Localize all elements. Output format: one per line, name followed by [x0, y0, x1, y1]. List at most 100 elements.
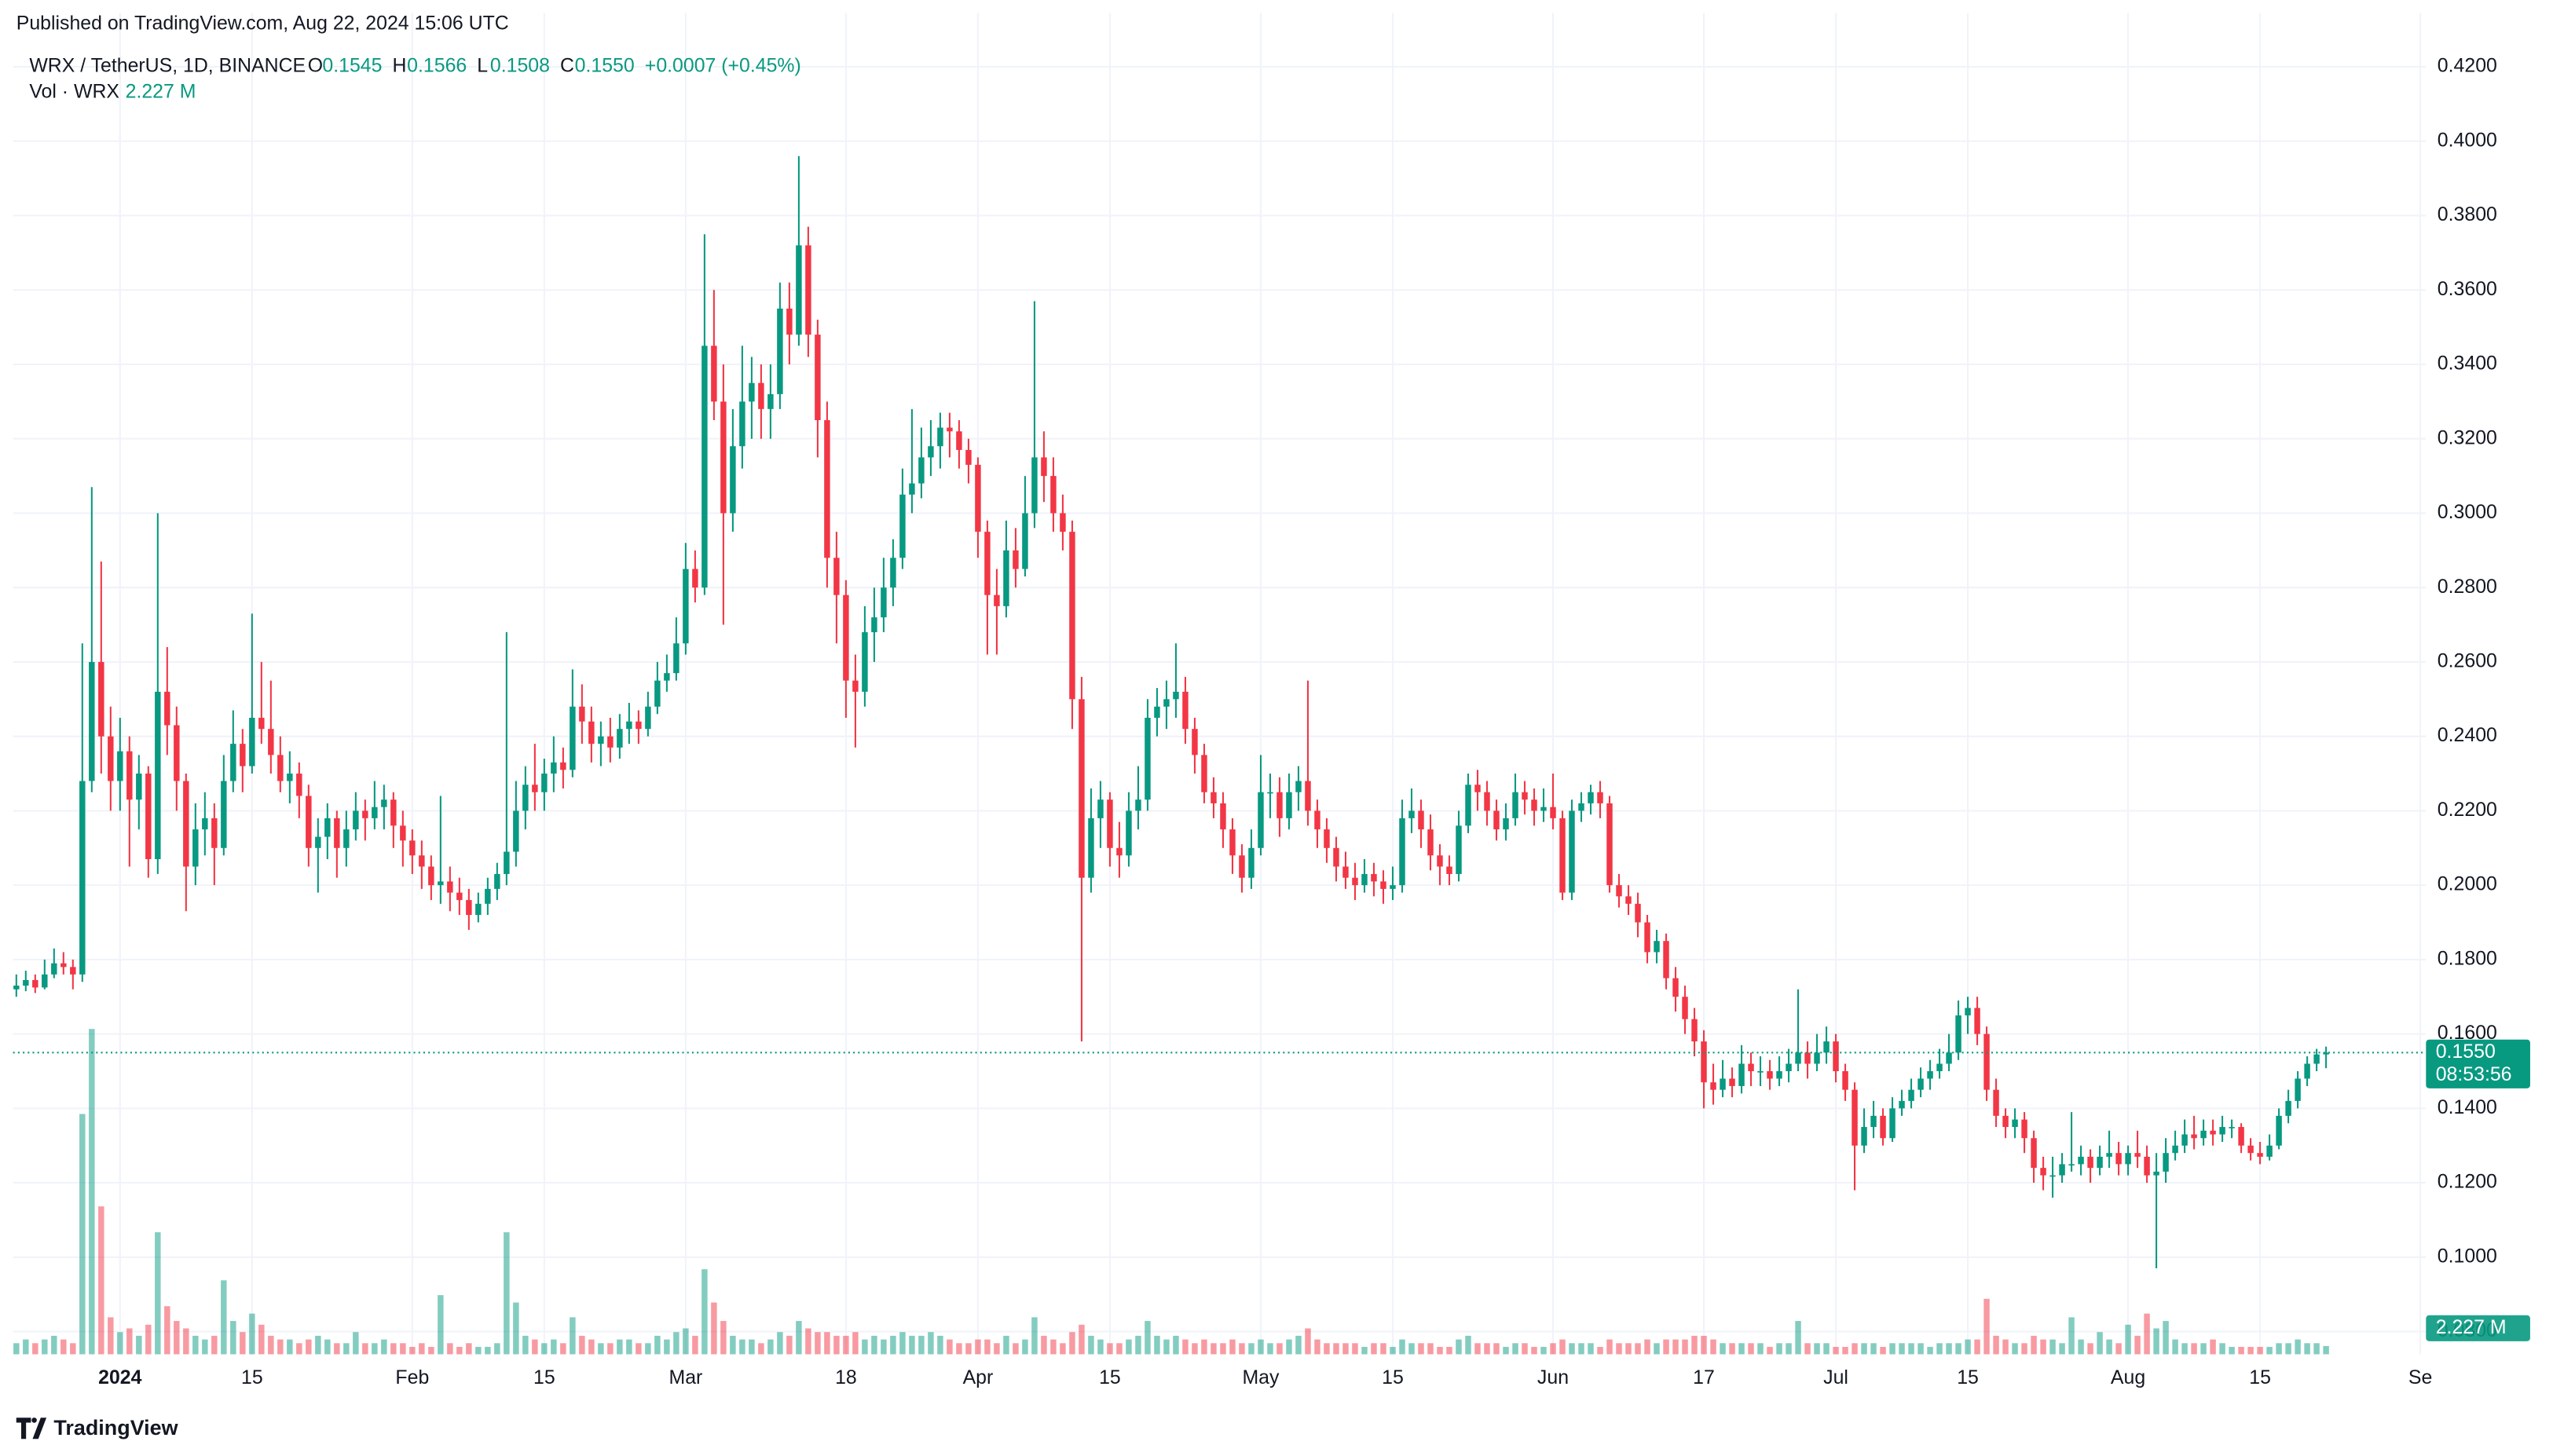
x-tick-label: 15 [1382, 1366, 1404, 1388]
volume-bar [1371, 1343, 1377, 1355]
candle-body [1286, 792, 1292, 818]
candle-body [1522, 792, 1528, 800]
brand-logo [16, 1418, 47, 1440]
candle-body [466, 900, 472, 916]
candle-body [51, 963, 57, 975]
candle-body [324, 818, 331, 837]
candle-body [1079, 699, 1085, 878]
candle-body [1767, 1070, 1773, 1079]
volume-bar [372, 1343, 378, 1355]
candle-body [155, 691, 161, 859]
volume-bar [51, 1335, 57, 1355]
candle-body [2002, 1115, 2009, 1128]
volume-bar [1324, 1343, 1330, 1355]
candle-body [1635, 903, 1641, 923]
x-tick-label: Feb [395, 1366, 429, 1388]
candle-body [1672, 978, 1679, 997]
candle-body [2247, 1145, 2254, 1154]
candle-body [739, 401, 745, 447]
volume-bar [1625, 1343, 1632, 1355]
volume-bar [1342, 1343, 1349, 1355]
volume-bar [1380, 1343, 1386, 1355]
volume-bar [881, 1339, 887, 1355]
candle-body [890, 558, 896, 588]
volume-bar [2049, 1339, 2056, 1355]
volume-bar [588, 1339, 595, 1355]
candle-body [956, 431, 962, 450]
volume-bar [296, 1343, 302, 1355]
volume-bar [1352, 1343, 1358, 1355]
candle-body [1682, 997, 1688, 1019]
volume-bar [1974, 1339, 1980, 1355]
candle-body [2144, 1156, 2150, 1176]
candle-body [1955, 1015, 1961, 1053]
volume-bar [1522, 1343, 1528, 1355]
candle-body [136, 774, 142, 800]
volume-bar [202, 1339, 208, 1355]
legend-value: 0.1566 [407, 55, 467, 77]
candle-body [353, 810, 359, 830]
volume-bar [1333, 1343, 1339, 1355]
candle-body [1861, 1127, 1867, 1146]
candle-body [1654, 941, 1660, 953]
candle-body [852, 680, 859, 692]
volume-bar [1983, 1298, 1990, 1355]
logo-dot [31, 1418, 37, 1423]
candle-body [1578, 803, 1584, 811]
volume-bar [1767, 1347, 1773, 1355]
volume-bar [1474, 1343, 1481, 1355]
candle-body [1917, 1078, 1924, 1090]
volume-bar [2323, 1345, 2329, 1355]
volume-bar [1173, 1335, 1179, 1355]
candle-layer [13, 155, 2329, 1269]
volume-bar [324, 1339, 331, 1355]
volume-bar [334, 1343, 340, 1355]
volume-bar [2200, 1343, 2207, 1355]
volume-bar [1927, 1347, 1933, 1355]
volume-bar [1635, 1343, 1641, 1355]
candle-body [70, 967, 76, 975]
candle-body [485, 888, 491, 904]
volume-bar [1512, 1343, 1518, 1355]
volume-bar [1408, 1343, 1415, 1355]
volume-bar [852, 1332, 859, 1355]
volume-bar [2002, 1339, 2009, 1355]
candle-body [1295, 781, 1302, 792]
volume-bar [1446, 1347, 1452, 1355]
volume-bar [683, 1328, 689, 1355]
candle-body [692, 569, 698, 588]
candle-body [1691, 1019, 1698, 1042]
volume-bar [485, 1347, 491, 1355]
volume-bar [1644, 1339, 1650, 1355]
candle-body [456, 892, 463, 901]
candle-body [1786, 1063, 1792, 1071]
candle-body [221, 781, 227, 848]
candle-body [23, 979, 29, 986]
x-tick-label: 15 [241, 1366, 263, 1388]
y-tick-label: 0.1400 [2438, 1096, 2497, 1118]
candle-body [1352, 877, 1358, 886]
brand-name: TradingView [53, 1416, 178, 1440]
volume-bar [13, 1343, 20, 1355]
candle-body [1305, 781, 1311, 811]
volume-bar [692, 1335, 698, 1355]
candle-body [419, 855, 425, 867]
candle-body [1795, 1052, 1801, 1064]
volume-bar [767, 1339, 774, 1355]
volume-bar [419, 1343, 425, 1355]
candle-body [1597, 792, 1603, 803]
candle-body [1097, 799, 1104, 818]
candle-body [2266, 1145, 2273, 1157]
candle-body [645, 706, 651, 730]
candle-body [1399, 818, 1405, 886]
volume-bar [1720, 1343, 1726, 1355]
candle-body [1456, 825, 1462, 874]
candle-body [2276, 1115, 2282, 1146]
volume-bar [428, 1347, 434, 1355]
candle-body [1116, 847, 1123, 856]
candle-body [1550, 807, 1556, 818]
legend-key: H [393, 55, 407, 77]
candle-body [636, 721, 642, 730]
candle-body [126, 751, 133, 800]
volume-bar [475, 1347, 482, 1355]
